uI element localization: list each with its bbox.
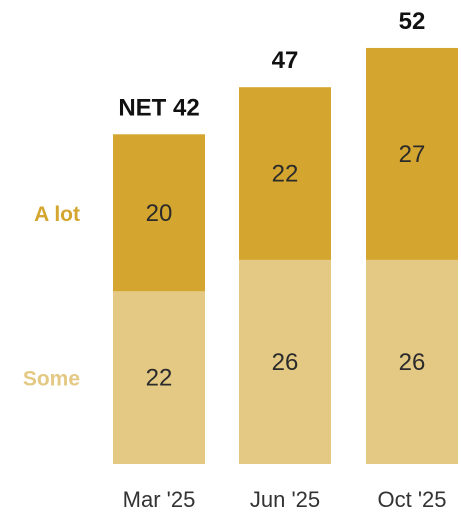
x-tick-label-jun-25: Jun '25 xyxy=(250,487,320,512)
bars-group xyxy=(113,47,458,464)
data-label-a-lot-jun-25: 22 xyxy=(272,161,299,188)
data-label-a-lot-oct-25: 27 xyxy=(399,141,426,168)
legend-label-some: Some xyxy=(23,368,80,391)
bar-some-mar-25 xyxy=(113,291,205,464)
data-label-a-lot-mar-25: 20 xyxy=(146,200,173,227)
data-label-some-jun-25: 26 xyxy=(272,349,299,376)
labels-group: 22 20 NET 42 Mar '25 26 22 47 Jun '25 26 27 52 Oct … xyxy=(23,8,447,512)
bar-some-jun-25 xyxy=(239,259,331,464)
total-label-oct-25: 52 xyxy=(399,8,426,35)
x-tick-label-oct-25: Oct '25 xyxy=(377,487,446,512)
bar-a-lot-mar-25 xyxy=(113,134,205,292)
bar-a-lot-oct-25 xyxy=(366,47,458,260)
bar-a-lot-jun-25 xyxy=(239,87,331,260)
data-label-some-mar-25: 22 xyxy=(146,365,173,392)
bar-some-oct-25 xyxy=(366,259,458,464)
total-label-jun-25: 47 xyxy=(272,47,299,74)
data-label-some-oct-25: 26 xyxy=(399,349,426,376)
legend-label-a-lot: A lot xyxy=(34,203,80,226)
total-label-mar-25: NET 42 xyxy=(118,94,199,121)
x-tick-label-mar-25: Mar '25 xyxy=(123,487,196,512)
